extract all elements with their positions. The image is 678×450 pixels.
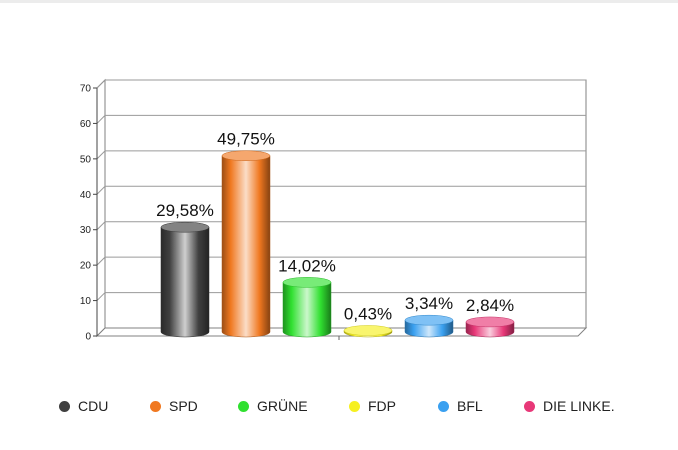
data-labels: 29,58% 49,75% 14,02% 0,43% 3,34% 2,84% xyxy=(156,130,514,324)
data-label: 14,02% xyxy=(278,256,336,275)
bar-body xyxy=(282,282,332,338)
bar-top xyxy=(404,314,454,326)
bar-top xyxy=(343,325,393,336)
gridline xyxy=(96,221,586,231)
data-label: 2,84% xyxy=(466,296,514,315)
y-tick-label: 50 xyxy=(80,154,92,165)
legend-item: FDP xyxy=(349,398,396,414)
bar-top xyxy=(282,277,332,288)
bar-bfl xyxy=(404,314,454,338)
y-tick-label: 70 xyxy=(80,84,92,95)
gridline xyxy=(96,185,586,195)
legend-label: GRÜNE xyxy=(257,398,308,414)
legend-item: DIE LINKE. xyxy=(524,398,615,414)
y-tick-label: 10 xyxy=(80,296,92,307)
y-tick-label: 40 xyxy=(80,190,92,201)
bar-chart: 0 10 20 30 40 50 60 70 29,58% 49,75% 14,02% 0,43% 3… xyxy=(80,78,588,343)
legend: CDU SPD GRÜNE FDP BFL DIE LINKE. xyxy=(0,398,678,424)
bar-fdp xyxy=(343,325,393,338)
y-axis: 0 10 20 30 40 50 60 70 xyxy=(80,84,340,343)
legend-swatch xyxy=(524,400,535,412)
bars xyxy=(160,150,515,338)
legend-label: DIE LINKE. xyxy=(543,398,615,414)
legend-item: SPD xyxy=(150,398,198,414)
gridline xyxy=(96,256,586,266)
legend-label: BFL xyxy=(457,398,483,414)
legend-label: CDU xyxy=(78,398,109,414)
gridline xyxy=(96,150,586,160)
y-tick-label: 30 xyxy=(80,225,92,236)
bar-body xyxy=(221,155,271,338)
bar-spd xyxy=(221,150,271,338)
bar-top xyxy=(221,150,271,161)
legend-swatch xyxy=(238,400,249,412)
legend-item: CDU xyxy=(59,398,108,414)
y-tick-label: 20 xyxy=(80,261,92,272)
legend-label: SPD xyxy=(169,398,198,414)
data-label: 3,34% xyxy=(405,294,453,313)
top-border xyxy=(0,0,678,3)
y-tick-label: 0 xyxy=(85,332,91,343)
data-label: 29,58% xyxy=(156,201,214,220)
legend-swatch xyxy=(59,400,70,412)
legend-item: GRÜNE xyxy=(238,398,308,414)
bar-body xyxy=(160,226,210,338)
legend-swatch xyxy=(349,400,360,412)
bar-die-linke xyxy=(465,316,515,338)
bar-top xyxy=(160,221,210,233)
legend-label: FDP xyxy=(368,398,396,414)
legend-swatch xyxy=(438,400,449,412)
bar-top xyxy=(465,316,515,328)
data-label: 49,75% xyxy=(217,130,275,149)
gridline xyxy=(96,114,586,124)
data-label: 0,43% xyxy=(344,304,392,323)
gridline xyxy=(96,292,586,301)
bar-grüne xyxy=(282,277,332,338)
legend-swatch xyxy=(150,400,161,412)
gridline xyxy=(96,79,586,89)
legend-item: BFL xyxy=(438,398,483,414)
y-tick-label: 60 xyxy=(80,119,92,130)
bar-cdu xyxy=(160,221,210,338)
plot-left-wall xyxy=(96,78,106,338)
